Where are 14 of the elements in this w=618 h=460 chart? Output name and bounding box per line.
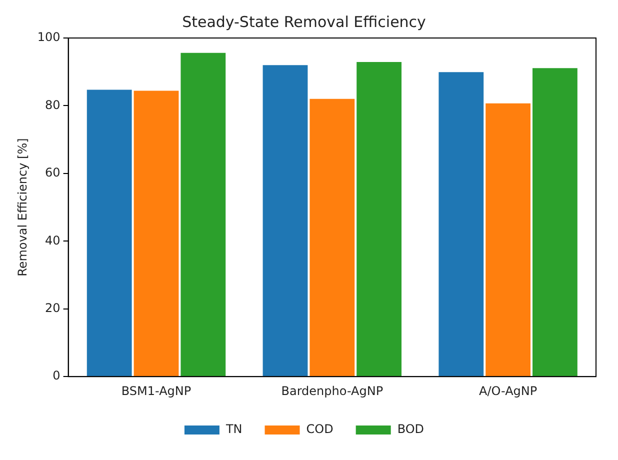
y-tick-label: 20 bbox=[45, 301, 60, 316]
y-tick-label: 80 bbox=[45, 98, 60, 112]
chart-title: Steady-State Removal Efficiency bbox=[182, 12, 426, 31]
x-tick-label: Bardenpho-AgNP bbox=[281, 384, 384, 398]
legend-label: COD bbox=[306, 422, 334, 436]
legend-label: TN bbox=[224, 422, 242, 436]
y-tick-label: 0 bbox=[52, 368, 60, 383]
y-tick-label: 100 bbox=[37, 30, 60, 44]
y-axis-title: Removal Efficiency [%] bbox=[15, 138, 30, 276]
legend-label: BOD bbox=[397, 422, 424, 436]
x-tick-label: BSM1-AgNP bbox=[121, 384, 192, 398]
y-tick-label: 60 bbox=[45, 166, 60, 180]
y-tick-label: 40 bbox=[45, 233, 60, 248]
x-tick-label: A/O-AgNP bbox=[478, 384, 538, 398]
